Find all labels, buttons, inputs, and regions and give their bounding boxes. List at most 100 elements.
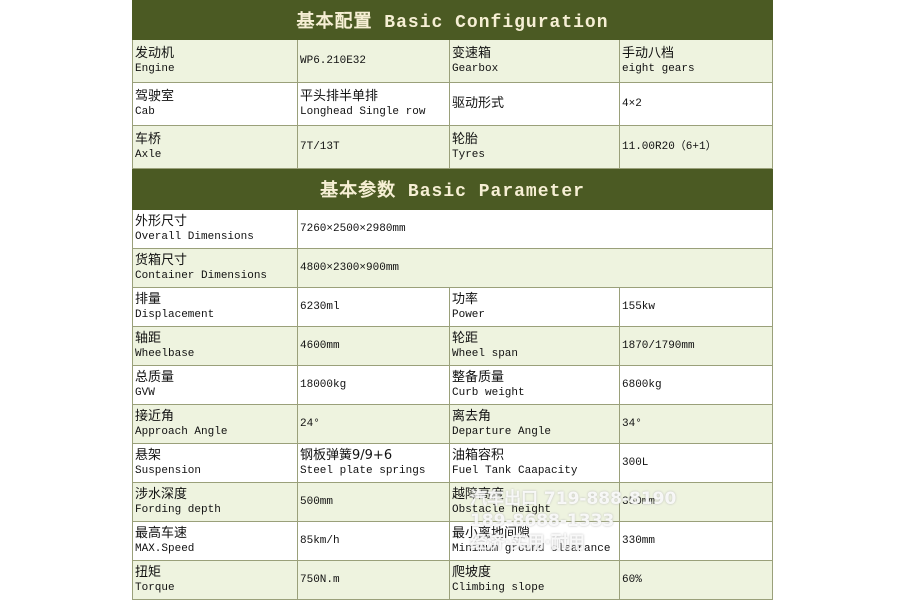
value-cell: 155kw (618, 287, 774, 327)
section-title: 基本参数 Basic Parameter (131, 168, 774, 210)
cell-line: Axle (135, 148, 162, 161)
value-cell: WP6.210E32 (297, 39, 450, 83)
label-cell: 离去角 Departure Angle (449, 404, 620, 444)
cell-line: 6800kg (622, 378, 662, 391)
label-cell: 驾驶室 Cab (132, 82, 298, 126)
spec-row: 涉水深度 Fording depth 500mm 越障高度 Obstacle heigh… (132, 482, 774, 522)
section-header-row: 基本参数 Basic Parameter (131, 168, 774, 210)
cell-line: 变速箱 (452, 45, 492, 61)
label-cell: 扭矩 Torque (132, 560, 298, 600)
cell-line: Wheelbase (135, 347, 195, 360)
label-cell: 整备质量 Curb weight (449, 365, 620, 405)
cell-line: 离去角 (452, 408, 492, 424)
label-cell: 接近角 Approach Angle (132, 404, 298, 444)
cell-line: 7260×2500×2980mm (300, 222, 406, 235)
cell-line: 钢板弹簧9/9+6 (300, 447, 393, 463)
cell-line: Climbing slope (452, 581, 545, 594)
cell-line: 18000kg (300, 378, 347, 391)
cell-line: 车桥 (135, 131, 162, 147)
spec-row: 总质量 GVW 18000kg 整备质量 Curb weight 6800kg (132, 365, 774, 405)
cell-line: 85km/h (300, 534, 340, 547)
value-cell: 4800×2300×900mm (296, 248, 774, 288)
value-cell: 4×2 (618, 82, 774, 126)
cell-line: 爬坡度 (452, 564, 492, 580)
value-cell: 24° (297, 404, 450, 444)
value-cell: 11.00R20（6+1） (618, 125, 774, 169)
cell-line: Obstacle height (452, 503, 552, 516)
cell-line: Displacement (135, 308, 215, 321)
value-cell: 6230ml (297, 287, 450, 327)
cell-line: 轮胎 (452, 131, 479, 147)
cell-line: 4×2 (622, 97, 642, 110)
cell-line: 扭矩 (135, 564, 162, 580)
cell-line: Cab (135, 105, 155, 118)
label-cell: 轴距 Wheelbase (132, 326, 298, 366)
cell-line: 平头排半单排 (300, 88, 379, 104)
cell-line: Steel plate springs (300, 464, 426, 477)
label-cell: 变速箱 Gearbox (449, 39, 620, 83)
label-cell: 外形尺寸 Overall Dimensions (132, 209, 298, 249)
value-cell: 300L (618, 443, 774, 483)
cell-line: 功率 (452, 291, 479, 307)
label-cell: 涉水深度 Fording depth (132, 482, 298, 522)
cell-line: eight gears (622, 62, 695, 75)
value-cell: 7260×2500×2980mm (296, 209, 774, 249)
cell-line: Curb weight (452, 386, 525, 399)
cell-line: 330mm (622, 534, 656, 547)
cell-line: Longhead Single row (300, 105, 426, 118)
cell-line: 悬架 (135, 447, 162, 463)
label-cell: 越障高度 Obstacle height (449, 482, 620, 522)
spec-row: 车桥 Axle 7T/13T 轮胎 Tyres 11.00R20（6+1） (132, 125, 774, 169)
label-cell: 轮距 Wheel span (449, 326, 620, 366)
label-cell: 油箱容积 Fuel Tank Caapacity (449, 443, 620, 483)
label-cell: 车桥 Axle (132, 125, 298, 169)
value-cell: 平头排半单排 Longhead Single row (297, 82, 450, 126)
cell-line: WP6.210E32 (300, 54, 367, 67)
value-cell: 18000kg (297, 365, 450, 405)
cell-line: Container Dimensions (135, 269, 268, 282)
cell-line: Gearbox (452, 62, 499, 75)
cell-line: 最高车速 (135, 525, 188, 541)
cell-line: 整备质量 (452, 369, 505, 385)
cell-line: 4800×2300×900mm (300, 261, 400, 274)
label-cell: 爬坡度 Climbing slope (449, 560, 620, 600)
cell-line: 350mm (622, 495, 656, 508)
label-cell: 排量 Displacement (132, 287, 298, 327)
value-cell: 34° (618, 404, 774, 444)
spec-row: 货箱尺寸 Container Dimensions 4800×2300×900mm (132, 248, 774, 288)
cell-line: 驾驶室 (135, 88, 175, 104)
cell-line: Fuel Tank Caapacity (452, 464, 578, 477)
cell-line: 34° (622, 417, 642, 430)
value-cell: 4600mm (297, 326, 450, 366)
cell-line: 最小离地间隙 (452, 525, 531, 541)
label-cell: 最小离地间隙 Minimum ground clearance (449, 521, 620, 561)
label-cell: 总质量 GVW (132, 365, 298, 405)
spec-row: 驾驶室 Cab 平头排半单排 Longhead Single row 驱动形式 4×2 (132, 82, 774, 126)
cell-line: 轴距 (135, 330, 162, 346)
label-cell: 货箱尺寸 Container Dimensions (132, 248, 298, 288)
label-cell: 驱动形式 (449, 82, 620, 126)
value-cell: 钢板弹簧9/9+6 Steel plate springs (297, 443, 450, 483)
value-cell: 60% (618, 560, 774, 600)
label-cell: 发动机 Engine (132, 39, 298, 83)
spec-table: 基本配置 Basic Configuration 发动机 Engine WP6.210… (131, 0, 774, 600)
value-cell: 1870/1790mm (618, 326, 774, 366)
cell-line: 300L (622, 456, 649, 469)
cell-line: Engine (135, 62, 175, 75)
cell-line: Power (452, 308, 486, 321)
cell-line: 7T/13T (300, 140, 340, 153)
cell-line: 1870/1790mm (622, 339, 695, 352)
cell-line: Wheel span (452, 347, 519, 360)
label-cell: 最高车速 MAX.Speed (132, 521, 298, 561)
spec-row: 发动机 Engine WP6.210E32 变速箱 Gearbox 手动八档 eight g… (132, 39, 774, 83)
spec-row: 扭矩 Torque 750N.m 爬坡度 Climbing slope 60% (132, 560, 774, 600)
cell-line: 4600mm (300, 339, 340, 352)
cell-line: 6230ml (300, 300, 340, 313)
cell-line: Approach Angle (135, 425, 228, 438)
cell-line: 11.00R20（6+1） (622, 140, 717, 153)
cell-line: 750N.m (300, 573, 340, 586)
value-cell: 330mm (618, 521, 774, 561)
cell-line: 驱动形式 (452, 96, 505, 111)
cell-line: Minimum ground clearance (452, 542, 611, 555)
